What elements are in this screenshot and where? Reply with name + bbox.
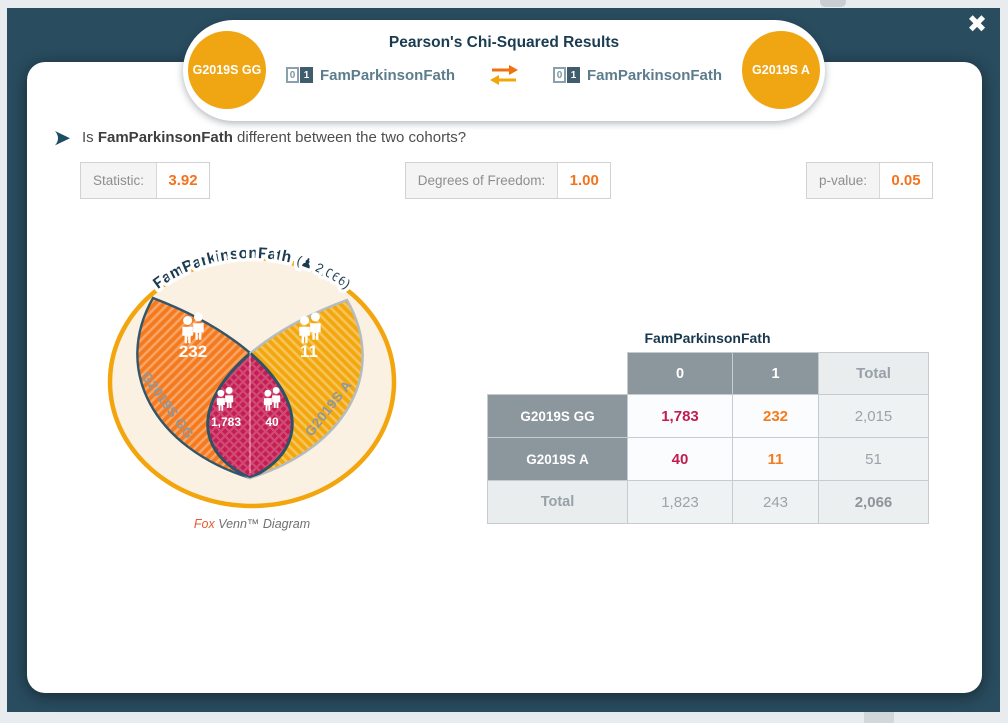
- left-only-count: 232: [179, 342, 207, 361]
- table-cell-grand-total: 2,066: [818, 480, 929, 524]
- p-value-box: p-value: 0.05: [805, 162, 933, 199]
- chi-squared-results-modal: Is FamParkinsonFath different between th…: [27, 62, 982, 693]
- row-header-total: Total: [487, 480, 628, 524]
- p-value-value: 0.05: [891, 172, 921, 189]
- right-variable-name: FamParkinsonFath: [587, 66, 723, 84]
- table-cell: 2,015: [818, 394, 929, 438]
- table-title: FamParkinsonFath: [644, 330, 771, 346]
- statistic-label: Statistic:: [81, 163, 158, 198]
- contingency-table: 0 1 Total G2019S GG 1,783 232 2,015 G201…: [487, 352, 929, 524]
- question-text: Is FamParkinsonFath different between th…: [82, 129, 467, 146]
- table-total-row: Total 1,823 243 2,066: [487, 480, 929, 524]
- statistic-box: Statistic: 3.92: [80, 162, 211, 199]
- table-row: G2019S GG 1,783 232 2,015: [487, 394, 929, 438]
- right-cohort-badge[interactable]: G2019S A: [742, 31, 820, 109]
- overlap-right-count: 40: [265, 415, 279, 429]
- table-cell: 11: [732, 437, 819, 481]
- fox-venn-diagram: 232 11 1,783 40 G2019S GG G2019S A FamPa…: [92, 225, 412, 555]
- question-row: Is FamParkinsonFath different between th…: [55, 129, 466, 146]
- table-corner-cell: [488, 353, 628, 395]
- background-page-fragment: [864, 712, 894, 723]
- row-header: G2019S A: [487, 437, 628, 481]
- question-variable: FamParkinsonFath: [97, 129, 233, 146]
- contingency-table-block: FamParkinsonFath 0 1 Total G2019S GG 1,7…: [487, 330, 929, 524]
- left-variable-name: FamParkinsonFath: [319, 66, 455, 84]
- column-header-1: 1: [732, 352, 819, 395]
- degrees-of-freedom-box: Degrees of Freedom: 1.00: [404, 162, 612, 199]
- right-only-count: 11: [300, 342, 318, 361]
- left-cohort-badge[interactable]: G2019S GG: [188, 31, 266, 109]
- p-value-label: p-value:: [806, 163, 880, 198]
- column-header-0: 0: [627, 352, 733, 395]
- overlap-left-count: 1,783: [211, 415, 241, 429]
- table-cell: 51: [818, 437, 929, 481]
- statistic-value: 3.92: [168, 172, 198, 189]
- arrow-right-icon: [55, 131, 70, 146]
- degrees-of-freedom-value: 1.00: [569, 172, 599, 189]
- close-icon[interactable]: ✖: [966, 11, 988, 38]
- table-cell: 1,823: [627, 480, 733, 524]
- table-cell: 232: [732, 394, 819, 438]
- swap-arrows-icon[interactable]: [487, 63, 521, 87]
- table-header-row: 0 1 Total: [488, 352, 929, 395]
- stats-row: Statistic: 3.92 Degrees of Freedom: 1.00…: [80, 162, 933, 199]
- table-row: G2019S A 40 11 51: [487, 437, 929, 481]
- table-cell: 1,783: [627, 394, 733, 438]
- modal-title: Pearson's Chi-Squared Results: [388, 34, 620, 51]
- table-cell: 243: [732, 480, 819, 524]
- column-header-total: Total: [818, 352, 929, 395]
- background-page-fragment: [820, 0, 846, 7]
- venn-caption: Fox Venn™ Diagram: [194, 517, 310, 531]
- degrees-of-freedom-label: Degrees of Freedom:: [405, 163, 559, 198]
- table-cell: 40: [627, 437, 733, 481]
- row-header: G2019S GG: [487, 394, 628, 438]
